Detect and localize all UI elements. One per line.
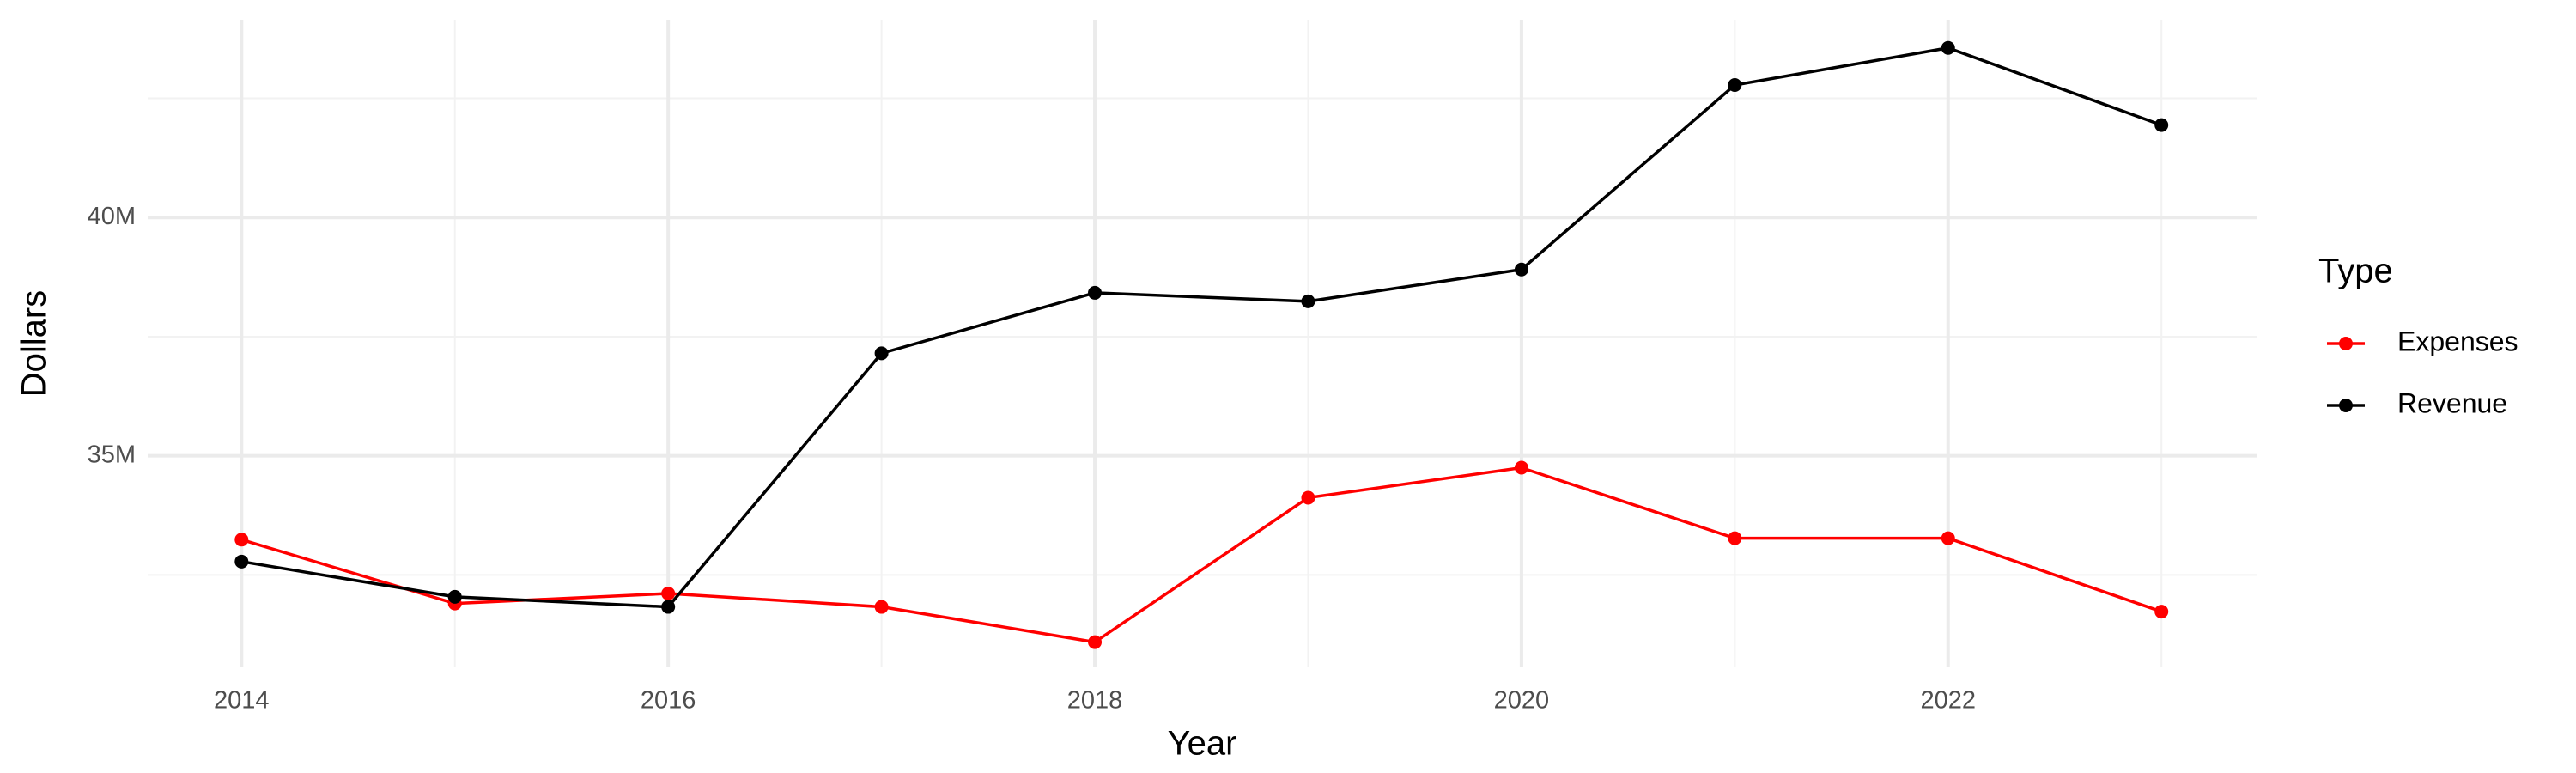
legend-label: Expenses [2397, 326, 2518, 356]
data-point [1941, 40, 1955, 55]
legend-key-point [2339, 399, 2353, 412]
data-line [241, 46, 2162, 609]
data-point [1088, 635, 1103, 649]
x-tick-label: 2014 [214, 687, 270, 715]
data-line [240, 466, 2162, 644]
data-point [661, 600, 676, 614]
legend-title: Type [2318, 253, 2393, 290]
y-axis-title: Dollars [15, 290, 53, 397]
x-tick-label: 2016 [641, 687, 696, 715]
data-point [874, 600, 889, 614]
x-tick-label: 2020 [1494, 687, 1550, 715]
data-point [1728, 531, 1742, 545]
data-point [1514, 262, 1528, 277]
data-point [1301, 490, 1315, 505]
x-axis-title: Year [1168, 725, 1237, 763]
data-point [1941, 531, 1955, 545]
data-point [447, 589, 462, 604]
x-tick-label: 2022 [1921, 687, 1977, 715]
data-point [1301, 294, 1315, 308]
data-point [661, 587, 676, 601]
data-point [874, 346, 889, 361]
data-point [234, 533, 249, 547]
data-point [1088, 285, 1103, 300]
data-point [1728, 78, 1742, 93]
data-point [2154, 605, 2169, 619]
data-point [1514, 460, 1528, 475]
y-tick-label: 35M [88, 441, 136, 468]
legend-key-point [2339, 337, 2353, 350]
data-point [2154, 118, 2169, 132]
legend-label: Revenue [2397, 387, 2507, 418]
y-tick-label: 40M [88, 203, 136, 230]
x-tick-label: 2018 [1067, 687, 1123, 715]
data-point [234, 554, 249, 569]
